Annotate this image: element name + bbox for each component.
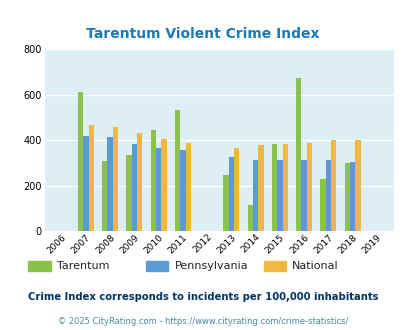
- Bar: [258, 145, 263, 231]
- Text: © 2025 CityRating.com - https://www.cityrating.com/crime-statistics/: © 2025 CityRating.com - https://www.city…: [58, 317, 347, 326]
- Bar: [354, 141, 360, 231]
- Bar: [102, 161, 107, 231]
- Bar: [175, 110, 180, 231]
- Text: Tarentum Violent Crime Index: Tarentum Violent Crime Index: [86, 27, 319, 41]
- Bar: [247, 205, 252, 231]
- Bar: [185, 143, 190, 231]
- Bar: [344, 163, 349, 231]
- Bar: [137, 133, 142, 231]
- Bar: [271, 144, 277, 231]
- Bar: [126, 155, 131, 231]
- Bar: [306, 143, 311, 231]
- Bar: [320, 179, 325, 231]
- Bar: [150, 130, 156, 231]
- Bar: [228, 157, 233, 231]
- Bar: [252, 160, 258, 231]
- Bar: [277, 160, 282, 231]
- Bar: [88, 125, 94, 231]
- Bar: [233, 148, 239, 231]
- Bar: [78, 92, 83, 231]
- Bar: [330, 140, 335, 231]
- Bar: [282, 144, 287, 231]
- Bar: [325, 160, 330, 231]
- Bar: [156, 148, 161, 231]
- Text: National: National: [292, 261, 338, 271]
- Bar: [301, 160, 306, 231]
- Bar: [223, 176, 228, 231]
- Text: Crime Index corresponds to incidents per 100,000 inhabitants: Crime Index corresponds to incidents per…: [28, 292, 377, 302]
- Bar: [107, 137, 113, 231]
- Bar: [349, 162, 354, 231]
- Bar: [161, 139, 166, 231]
- Bar: [295, 78, 301, 231]
- Text: Pennsylvania: Pennsylvania: [174, 261, 247, 271]
- Bar: [113, 127, 118, 231]
- Text: Tarentum: Tarentum: [57, 261, 109, 271]
- Bar: [180, 150, 185, 231]
- Bar: [131, 144, 137, 231]
- Bar: [83, 136, 88, 231]
